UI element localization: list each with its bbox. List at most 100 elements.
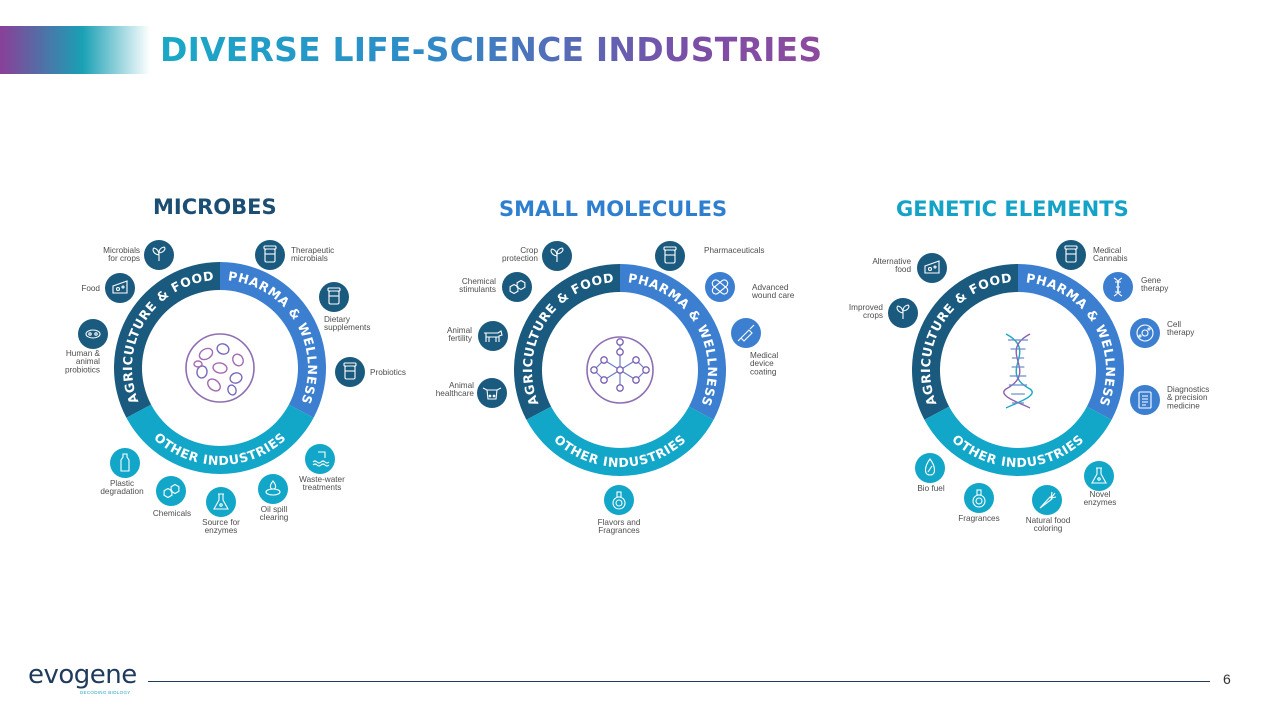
cheese-icon — [112, 280, 128, 294]
item-label: Chemicals — [153, 509, 191, 518]
industry-item: Medical Cannabis — [1056, 240, 1128, 270]
item-icon-circle — [1130, 318, 1160, 348]
item-icon-circle — [1056, 240, 1086, 270]
item-label: Fragrances — [958, 514, 999, 523]
item-icon-circle — [319, 282, 349, 312]
ring-segment-other — [126, 404, 314, 475]
item-icon-circle — [335, 357, 365, 387]
industry-item: Food — [81, 273, 135, 303]
clipboard-icon — [1138, 391, 1152, 409]
perfume-icon — [972, 489, 986, 508]
syringe-icon — [737, 324, 755, 342]
evogene-logo: evogene DECODING BIOLOGY — [28, 660, 143, 696]
industry-item: Source for enzymes — [202, 487, 240, 535]
industry-item: Chemicals — [153, 476, 191, 518]
item-label: Animal fertility — [447, 326, 473, 343]
probiotics-bottle-icon — [343, 362, 357, 380]
item-icon-circle — [305, 444, 335, 474]
ring-segment-agriculture — [513, 264, 620, 420]
item-label: Flavors and Fragrances — [598, 518, 641, 535]
item-label: Animal healthcare — [436, 381, 475, 398]
item-label: Oil spill clearing — [260, 505, 289, 522]
industry-item: Animal fertility — [447, 321, 508, 351]
title-accent-bar — [0, 26, 150, 74]
industry-item: Microbials for crops — [103, 240, 174, 270]
item-label: Diagnostics & precision medicine — [1167, 385, 1209, 410]
industry-item: Advanced wound care — [705, 272, 795, 302]
item-icon-circle — [255, 240, 285, 270]
flask-icon — [1091, 467, 1107, 484]
pill-bottle-icon — [263, 245, 277, 263]
diagram-0: AGRICULTURE & FOOD PHARMA & WELLNESSOTHER… — [65, 240, 406, 535]
ring-segment-pharma — [620, 264, 727, 420]
industry-item: Animal healthcare — [436, 378, 507, 408]
logo-tagline: DECODING BIOLOGY — [80, 690, 131, 695]
item-label: Medical device coating — [750, 351, 778, 376]
industry-item: Diagnostics & precision medicine — [1130, 385, 1209, 415]
item-label: Novel enzymes — [1084, 490, 1117, 507]
ring-segment-pharma — [1018, 264, 1124, 420]
item-icon-circle — [206, 487, 236, 517]
cell-icon — [1136, 324, 1154, 342]
item-label: Bio fuel — [917, 484, 944, 493]
item-icon-circle — [1084, 461, 1114, 491]
section-title-microbes: MICROBES — [153, 195, 277, 219]
page-title: DIVERSE LIFE-SCIENCE INDUSTRIES — [160, 26, 822, 74]
footer-divider — [148, 681, 1210, 682]
water-treatment-icon — [312, 451, 330, 467]
biofuel-drop-icon — [924, 458, 936, 476]
item-label: Food — [81, 284, 100, 293]
industry-item: Improved crops — [849, 298, 918, 328]
industry-item: Flavors and Fragrances — [598, 485, 641, 535]
chemical-hexagon-icon — [509, 279, 526, 295]
item-label: Alternative food — [872, 257, 911, 274]
dna-small-icon — [1113, 277, 1123, 297]
item-label: Improved crops — [849, 303, 884, 320]
item-icon-circle — [105, 273, 135, 303]
industry-item: Fragrances — [958, 483, 1000, 523]
item-label: Dietary supplements — [324, 315, 370, 332]
cow-head-icon — [482, 387, 502, 400]
plastic-bottle-icon — [120, 453, 130, 472]
sprout-icon — [896, 304, 910, 319]
industry-item: Bio fuel — [915, 453, 945, 493]
item-icon-circle — [1130, 385, 1160, 415]
industry-item: Oil spill clearing — [258, 474, 289, 522]
item-label: Pharmaceuticals — [704, 246, 765, 255]
industry-item: Natural food coloring — [1026, 485, 1071, 533]
item-label: Human & animal probiotics — [65, 349, 101, 374]
industry-item: Plastic degradation — [100, 448, 144, 496]
industry-item: Chemical stimulants — [459, 272, 532, 302]
item-label: Waste-water treatments — [299, 475, 345, 492]
industry-item: Therapeutic microbials — [255, 240, 334, 270]
perfume-icon — [612, 491, 626, 510]
item-label: Probiotics — [370, 368, 406, 377]
item-label: Chemical stimulants — [459, 277, 496, 294]
industry-item: Dietary supplements — [319, 282, 370, 332]
chemical-hexagon-icon — [163, 483, 180, 499]
item-icon-circle — [655, 241, 685, 271]
diagram-1: AGRICULTURE & FOOD PHARMA & WELLNESSOTHER… — [436, 241, 795, 535]
industry-item: Waste-water treatments — [299, 444, 345, 492]
carrot-icon — [1039, 491, 1057, 509]
item-label: Therapeutic microbials — [291, 246, 334, 263]
industry-item: Pharmaceuticals — [655, 241, 765, 271]
cheese-icon — [924, 260, 940, 274]
item-label: Advanced wound care — [751, 283, 795, 300]
bandage-icon — [711, 279, 729, 295]
item-label: Medical Cannabis — [1093, 246, 1128, 263]
item-icon-circle — [78, 319, 108, 349]
diagram-2: AGRICULTURE & FOOD PHARMA & WELLNESSOTHER… — [849, 240, 1209, 533]
sprout-icon — [152, 246, 166, 261]
item-icon-circle — [478, 321, 508, 351]
industry-item: Medical device coating — [731, 318, 778, 376]
flask-icon — [213, 493, 229, 510]
item-label: Source for enzymes — [202, 518, 240, 535]
item-icon-circle — [110, 448, 140, 478]
item-icon-circle — [915, 453, 945, 483]
item-label: Cell therapy — [1167, 320, 1195, 337]
industry-item: Gene therapy — [1103, 272, 1169, 302]
sprout-icon — [550, 247, 564, 262]
pill-bottle-icon — [1064, 245, 1078, 263]
